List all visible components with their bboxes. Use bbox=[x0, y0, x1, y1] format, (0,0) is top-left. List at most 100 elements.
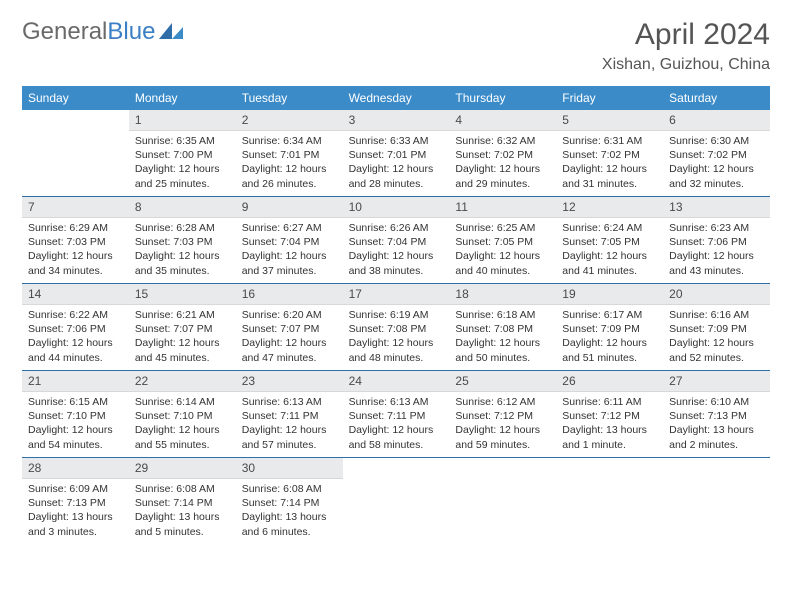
day-details: Sunrise: 6:35 AMSunset: 7:00 PMDaylight:… bbox=[129, 131, 236, 196]
day-number: 19 bbox=[556, 284, 663, 305]
sunrise-line: Sunrise: 6:12 AM bbox=[455, 395, 550, 409]
calendar-cell: 18Sunrise: 6:18 AMSunset: 7:08 PMDayligh… bbox=[449, 284, 556, 370]
calendar-cell: 6Sunrise: 6:30 AMSunset: 7:02 PMDaylight… bbox=[663, 110, 770, 196]
sunrise-line: Sunrise: 6:35 AM bbox=[135, 134, 230, 148]
sunset-line: Sunset: 7:11 PM bbox=[242, 409, 337, 423]
sunset-line: Sunset: 7:08 PM bbox=[349, 322, 444, 336]
dayhead: Sunday bbox=[22, 86, 129, 110]
sunset-line: Sunset: 7:03 PM bbox=[135, 235, 230, 249]
day-details: Sunrise: 6:26 AMSunset: 7:04 PMDaylight:… bbox=[343, 218, 450, 283]
calendar-cell: 5Sunrise: 6:31 AMSunset: 7:02 PMDaylight… bbox=[556, 110, 663, 196]
day-details: Sunrise: 6:21 AMSunset: 7:07 PMDaylight:… bbox=[129, 305, 236, 370]
day-details: Sunrise: 6:22 AMSunset: 7:06 PMDaylight:… bbox=[22, 305, 129, 370]
sunset-line: Sunset: 7:13 PM bbox=[28, 496, 123, 510]
day-number: 30 bbox=[236, 458, 343, 479]
calendar-cell: 4Sunrise: 6:32 AMSunset: 7:02 PMDaylight… bbox=[449, 110, 556, 196]
calendar-cell: 23Sunrise: 6:13 AMSunset: 7:11 PMDayligh… bbox=[236, 371, 343, 457]
calendar-cell: 8Sunrise: 6:28 AMSunset: 7:03 PMDaylight… bbox=[129, 197, 236, 283]
calendar-cell bbox=[449, 458, 556, 544]
sunrise-line: Sunrise: 6:29 AM bbox=[28, 221, 123, 235]
sunset-line: Sunset: 7:14 PM bbox=[242, 496, 337, 510]
logo: GeneralBlue bbox=[22, 18, 185, 46]
calendar-cell: 21Sunrise: 6:15 AMSunset: 7:10 PMDayligh… bbox=[22, 371, 129, 457]
calendar-cell: 25Sunrise: 6:12 AMSunset: 7:12 PMDayligh… bbox=[449, 371, 556, 457]
day-details: Sunrise: 6:28 AMSunset: 7:03 PMDaylight:… bbox=[129, 218, 236, 283]
day-number: 4 bbox=[449, 110, 556, 131]
sunset-line: Sunset: 7:07 PM bbox=[242, 322, 337, 336]
sunset-line: Sunset: 7:13 PM bbox=[669, 409, 764, 423]
day-details: Sunrise: 6:27 AMSunset: 7:04 PMDaylight:… bbox=[236, 218, 343, 283]
day-details: Sunrise: 6:09 AMSunset: 7:13 PMDaylight:… bbox=[22, 479, 129, 544]
daylight-line: Daylight: 12 hours and 51 minutes. bbox=[562, 336, 657, 364]
calendar-cell bbox=[22, 110, 129, 196]
sunset-line: Sunset: 7:09 PM bbox=[669, 322, 764, 336]
daylight-line: Daylight: 12 hours and 25 minutes. bbox=[135, 162, 230, 190]
sunset-line: Sunset: 7:06 PM bbox=[28, 322, 123, 336]
daylight-line: Daylight: 12 hours and 40 minutes. bbox=[455, 249, 550, 277]
sunset-line: Sunset: 7:12 PM bbox=[455, 409, 550, 423]
day-details: Sunrise: 6:12 AMSunset: 7:12 PMDaylight:… bbox=[449, 392, 556, 457]
sunrise-line: Sunrise: 6:14 AM bbox=[135, 395, 230, 409]
calendar-cell: 26Sunrise: 6:11 AMSunset: 7:12 PMDayligh… bbox=[556, 371, 663, 457]
sunset-line: Sunset: 7:10 PM bbox=[135, 409, 230, 423]
sunrise-line: Sunrise: 6:30 AM bbox=[669, 134, 764, 148]
day-number: 17 bbox=[343, 284, 450, 305]
daylight-line: Daylight: 12 hours and 59 minutes. bbox=[455, 423, 550, 451]
daylight-line: Daylight: 12 hours and 37 minutes. bbox=[242, 249, 337, 277]
day-number: 3 bbox=[343, 110, 450, 131]
day-number: 6 bbox=[663, 110, 770, 131]
day-number: 20 bbox=[663, 284, 770, 305]
daylight-line: Daylight: 12 hours and 54 minutes. bbox=[28, 423, 123, 451]
sunset-line: Sunset: 7:03 PM bbox=[28, 235, 123, 249]
day-number: 18 bbox=[449, 284, 556, 305]
day-number: 8 bbox=[129, 197, 236, 218]
daylight-line: Daylight: 13 hours and 1 minute. bbox=[562, 423, 657, 451]
daylight-line: Daylight: 13 hours and 2 minutes. bbox=[669, 423, 764, 451]
day-number: 5 bbox=[556, 110, 663, 131]
sunrise-line: Sunrise: 6:25 AM bbox=[455, 221, 550, 235]
calendar-cell bbox=[556, 458, 663, 544]
calendar-grid: SundayMondayTuesdayWednesdayThursdayFrid… bbox=[22, 86, 770, 544]
day-number: 27 bbox=[663, 371, 770, 392]
sunset-line: Sunset: 7:14 PM bbox=[135, 496, 230, 510]
daylight-line: Daylight: 12 hours and 29 minutes. bbox=[455, 162, 550, 190]
day-details: Sunrise: 6:10 AMSunset: 7:13 PMDaylight:… bbox=[663, 392, 770, 457]
day-number: 2 bbox=[236, 110, 343, 131]
day-number: 29 bbox=[129, 458, 236, 479]
day-number: 12 bbox=[556, 197, 663, 218]
header: GeneralBlue April 2024 Xishan, Guizhou, … bbox=[22, 18, 770, 74]
sunset-line: Sunset: 7:02 PM bbox=[562, 148, 657, 162]
sunrise-line: Sunrise: 6:32 AM bbox=[455, 134, 550, 148]
sunrise-line: Sunrise: 6:16 AM bbox=[669, 308, 764, 322]
daylight-line: Daylight: 12 hours and 38 minutes. bbox=[349, 249, 444, 277]
calendar-cell: 29Sunrise: 6:08 AMSunset: 7:14 PMDayligh… bbox=[129, 458, 236, 544]
sunrise-line: Sunrise: 6:24 AM bbox=[562, 221, 657, 235]
day-number: 1 bbox=[129, 110, 236, 131]
sunset-line: Sunset: 7:12 PM bbox=[562, 409, 657, 423]
day-details: Sunrise: 6:13 AMSunset: 7:11 PMDaylight:… bbox=[236, 392, 343, 457]
calendar-cell: 27Sunrise: 6:10 AMSunset: 7:13 PMDayligh… bbox=[663, 371, 770, 457]
daylight-line: Daylight: 12 hours and 45 minutes. bbox=[135, 336, 230, 364]
day-details: Sunrise: 6:18 AMSunset: 7:08 PMDaylight:… bbox=[449, 305, 556, 370]
dayhead: Friday bbox=[556, 86, 663, 110]
daylight-line: Daylight: 12 hours and 28 minutes. bbox=[349, 162, 444, 190]
day-number: 9 bbox=[236, 197, 343, 218]
title-block: April 2024 Xishan, Guizhou, China bbox=[602, 18, 770, 74]
sunrise-line: Sunrise: 6:27 AM bbox=[242, 221, 337, 235]
logo-mark-icon bbox=[159, 18, 185, 46]
day-number: 7 bbox=[22, 197, 129, 218]
daylight-line: Daylight: 13 hours and 3 minutes. bbox=[28, 510, 123, 538]
sunrise-line: Sunrise: 6:28 AM bbox=[135, 221, 230, 235]
dayhead: Tuesday bbox=[236, 86, 343, 110]
daylight-line: Daylight: 12 hours and 41 minutes. bbox=[562, 249, 657, 277]
calendar-cell: 19Sunrise: 6:17 AMSunset: 7:09 PMDayligh… bbox=[556, 284, 663, 370]
calendar-cell bbox=[663, 458, 770, 544]
sunrise-line: Sunrise: 6:23 AM bbox=[669, 221, 764, 235]
day-details: Sunrise: 6:19 AMSunset: 7:08 PMDaylight:… bbox=[343, 305, 450, 370]
sunset-line: Sunset: 7:11 PM bbox=[349, 409, 444, 423]
day-number: 14 bbox=[22, 284, 129, 305]
day-details: Sunrise: 6:32 AMSunset: 7:02 PMDaylight:… bbox=[449, 131, 556, 196]
day-details: Sunrise: 6:25 AMSunset: 7:05 PMDaylight:… bbox=[449, 218, 556, 283]
calendar-cell: 2Sunrise: 6:34 AMSunset: 7:01 PMDaylight… bbox=[236, 110, 343, 196]
day-details: Sunrise: 6:08 AMSunset: 7:14 PMDaylight:… bbox=[236, 479, 343, 544]
